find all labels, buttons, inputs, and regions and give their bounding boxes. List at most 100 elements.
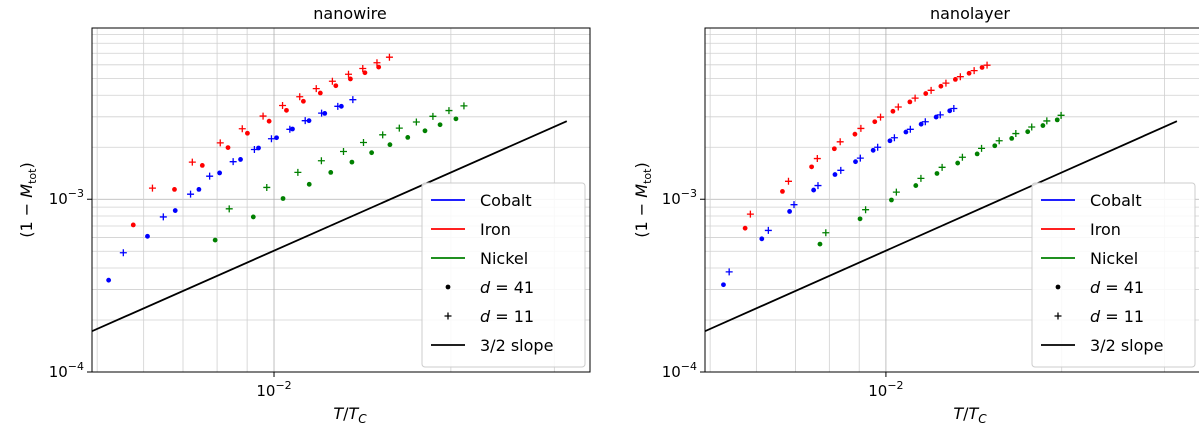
legend-label: Cobalt <box>1090 191 1142 210</box>
x-axis-label-slash: / <box>343 404 349 423</box>
nickel-d41-point <box>437 122 443 128</box>
y-axis-label-m: M <box>17 184 36 198</box>
plot-frame <box>91 27 591 373</box>
iron-d41-point <box>890 108 896 114</box>
nickel-d11-point <box>1057 111 1065 119</box>
legend-label-var: d <box>1090 307 1101 326</box>
iron-d41-point <box>809 164 815 170</box>
y-tick-base: 10 <box>662 190 681 208</box>
iron-d41-point <box>780 189 785 194</box>
iron-d11-point <box>385 53 393 61</box>
nickel-d11-point <box>1012 130 1020 138</box>
x-axis-label-t2: T <box>969 404 980 423</box>
y-tick-base: 10 <box>662 363 681 381</box>
legend-label-value: = 11 <box>1100 307 1144 326</box>
iron-d41-point <box>952 76 958 82</box>
legend-label-var: d <box>1090 278 1101 297</box>
reference-slope-line <box>92 120 568 333</box>
iron-d11-point <box>279 101 287 109</box>
cobalt-d41-point <box>787 209 792 214</box>
iron-d41-point <box>245 130 250 136</box>
cobalt-d41-point <box>196 187 202 192</box>
iron-d11-point <box>877 113 885 121</box>
legend-marker-swatch <box>1055 284 1061 290</box>
cobalt-d11-point <box>301 117 309 125</box>
nickel-d11-point <box>412 118 420 126</box>
x-axis-label-slash: / <box>963 404 969 423</box>
iron-d11-point <box>216 139 224 147</box>
iron-d11-point <box>942 79 950 87</box>
legend-marker-swatch <box>444 312 452 320</box>
iron-d41-point <box>938 83 944 89</box>
cobalt-d11-point <box>906 125 914 133</box>
cobalt-d11-point <box>725 268 733 276</box>
cobalt-d11-point <box>318 109 326 117</box>
x-axis-label-sub: C <box>358 412 367 426</box>
legend-entry-cobalt: Cobalt <box>431 191 532 210</box>
cobalt-d41-point <box>172 208 178 213</box>
x-axis-label-t: T <box>333 404 344 423</box>
iron-d11-point <box>857 124 865 132</box>
iron-d11-point <box>813 155 821 163</box>
y-axis-label-sub: tot <box>26 168 39 184</box>
iron-d11-point <box>373 59 381 67</box>
x-axis-label: T/TC <box>333 404 367 426</box>
iron-d11-point <box>911 94 919 102</box>
nickel-d11-point <box>340 147 348 155</box>
x-axis-label-t2: T <box>349 404 360 423</box>
y-axis-label-prefix: (1 − <box>17 198 36 238</box>
y-axis-label-group: (1 − Mtot) <box>17 162 39 237</box>
legend-label: d = 11 <box>480 307 534 326</box>
nickel-d41-point <box>349 159 355 165</box>
cobalt-d41-point <box>274 135 279 141</box>
nickel-d41-point <box>1054 117 1060 123</box>
legend-label: d = 41 <box>480 278 534 297</box>
nickel-d11-point <box>445 107 453 115</box>
iron-d41-point <box>742 225 748 231</box>
nickel-d41-point <box>369 150 375 156</box>
iron-d11-point <box>148 184 156 192</box>
cobalt-d41-point <box>903 129 909 135</box>
legend-label: d = 41 <box>1090 278 1144 297</box>
chart-title: nanolayer <box>930 4 1010 23</box>
cobalt-d41-point <box>870 147 876 153</box>
iron-d41-point <box>907 99 913 105</box>
y-axis-label-prefix: (1 − <box>632 198 651 238</box>
iron-d41-point <box>852 131 858 137</box>
cobalt-d11-point <box>837 166 845 174</box>
nickel-d41-point <box>405 135 411 140</box>
cobalt-d41-point <box>338 103 344 109</box>
cobalt-d11-point <box>286 125 294 133</box>
cobalt-d11-point <box>890 134 898 142</box>
legend-label-value: = 41 <box>490 278 534 297</box>
nickel-d11-point <box>892 188 900 196</box>
cobalt-d41-point <box>759 236 765 242</box>
legend-entry-d-11: d = 11 <box>444 307 534 326</box>
y-axis-label-suffix: ) <box>632 162 651 168</box>
y-tick-base: 10 <box>49 190 68 208</box>
y-tick-exponent: −4 <box>681 360 697 373</box>
y-tick-label: 10−4 <box>662 360 697 381</box>
iron-d11-point <box>956 73 964 81</box>
nickel-d11-point <box>429 112 437 120</box>
iron-d11-point <box>927 86 935 94</box>
nickel-d41-point <box>453 116 459 122</box>
legend-entry-d-11: d = 11 <box>1054 307 1144 326</box>
y-tick-base: 10 <box>49 363 68 381</box>
iron-d41-point <box>979 65 985 70</box>
cobalt-d11-point <box>814 182 822 190</box>
series-group <box>705 61 1178 333</box>
legend-marker-swatch <box>445 284 451 290</box>
legend-entry-d-41: d = 41 <box>445 278 534 297</box>
nickel-d41-point <box>1009 135 1015 141</box>
legend-label: Nickel <box>480 249 528 268</box>
nickel-d11-point <box>978 144 986 152</box>
x-axis-label-t: T <box>953 404 964 423</box>
cobalt-d11-point <box>187 190 195 198</box>
cobalt-d41-point <box>721 282 726 288</box>
cobalt-d11-point <box>206 172 214 180</box>
cobalt-d41-point <box>918 121 924 127</box>
nickel-d41-point <box>857 216 863 222</box>
